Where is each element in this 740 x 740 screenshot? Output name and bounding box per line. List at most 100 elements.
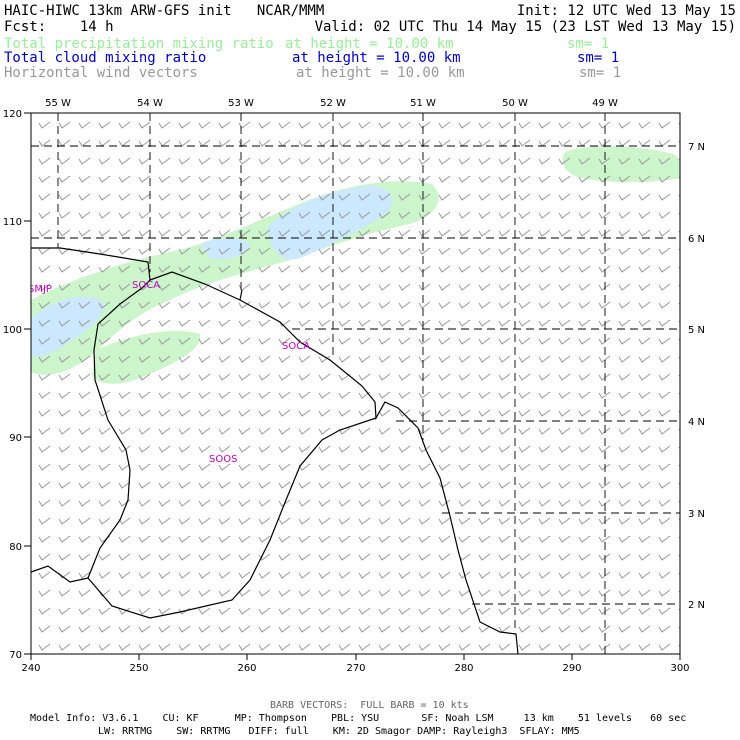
- wind-barb: [498, 481, 511, 489]
- wind-barb: [378, 157, 391, 165]
- wind-barb: [138, 463, 151, 471]
- wind-barb: [38, 643, 51, 651]
- wind-barb: [598, 445, 611, 453]
- wind-barb: [138, 391, 151, 399]
- wind-barb: [578, 409, 591, 417]
- wind-barb: [658, 139, 671, 147]
- wind-barb: [458, 283, 471, 291]
- wind-barb: [78, 445, 91, 453]
- wind-barb: [298, 517, 311, 525]
- wind-barb: [518, 301, 531, 309]
- wind-barb: [518, 139, 531, 147]
- wind-barb: [278, 445, 291, 453]
- y-tick-label: 120: [3, 109, 22, 120]
- wind-barb: [218, 643, 231, 651]
- wind-barb: [198, 373, 211, 381]
- wind-barb: [418, 121, 431, 129]
- wind-barb: [38, 553, 51, 561]
- wind-barb: [98, 283, 111, 291]
- wind-barb: [358, 211, 371, 219]
- wind-barb: [38, 571, 51, 579]
- model-info-line1: Model Info: V3.6.1 CU: KF MP: Thompson P…: [30, 713, 687, 724]
- wind-barb: [578, 175, 591, 183]
- x-tick-label: 290: [562, 663, 581, 674]
- wind-barb: [378, 607, 391, 615]
- wind-barb: [618, 355, 631, 363]
- wind-barb: [558, 337, 571, 345]
- lat-label: 7 N: [688, 142, 705, 153]
- wind-barb: [418, 211, 431, 219]
- wind-barb: [58, 283, 71, 291]
- y-axis: [24, 112, 31, 655]
- wind-barb: [218, 247, 231, 255]
- wind-barb: [438, 535, 451, 543]
- wind-barb: [498, 319, 511, 327]
- wind-barb: [38, 139, 51, 147]
- lon-label: 52 W: [320, 98, 346, 109]
- wind-barb: [558, 589, 571, 597]
- wind-barb: [98, 373, 111, 381]
- wind-barb: [258, 211, 271, 219]
- wind-barb: [38, 175, 51, 183]
- wind-barb: [578, 625, 591, 633]
- lat-label: 5 N: [688, 325, 705, 336]
- wind-barb: [578, 373, 591, 381]
- wind-barb: [158, 373, 171, 381]
- wind-barb: [418, 589, 431, 597]
- wind-barb: [518, 445, 531, 453]
- wind-barb: [598, 643, 611, 651]
- wind-barb: [398, 373, 411, 381]
- wind-barb: [658, 193, 671, 201]
- wind-barb: [98, 175, 111, 183]
- wind-barb: [98, 337, 111, 345]
- wind-barb: [78, 211, 91, 219]
- wind-barb: [638, 589, 651, 597]
- wind-barb: [418, 643, 431, 651]
- border-guiana-brazil: [87, 417, 377, 619]
- wind-barb: [58, 355, 71, 363]
- wind-barb: [538, 427, 551, 435]
- wind-barb: [498, 283, 511, 291]
- wind-barb: [478, 607, 491, 615]
- wind-barb: [38, 499, 51, 507]
- wind-barb: [558, 319, 571, 327]
- wind-barb: [38, 121, 51, 129]
- wind-barb: [578, 337, 591, 345]
- wind-barb: [498, 445, 511, 453]
- station-smjp: SMJP: [28, 284, 52, 295]
- lat-label: 2 N: [688, 600, 705, 611]
- wind-barb: [38, 319, 51, 327]
- wind-barb: [238, 643, 251, 651]
- wind-barb: [318, 211, 331, 219]
- wind-barb: [378, 301, 391, 309]
- wind-barb: [298, 175, 311, 183]
- wind-barb: [638, 139, 651, 147]
- wind-barb: [298, 121, 311, 129]
- wind-barb: [638, 319, 651, 327]
- wind-barb: [678, 266, 680, 270]
- wind-barb: [58, 175, 71, 183]
- wind-barb: [438, 499, 451, 507]
- wind-barb: [318, 535, 331, 543]
- wind-barb: [518, 571, 531, 579]
- wind-barb: [638, 625, 651, 633]
- wind-barb: [318, 463, 331, 471]
- wind-barb: [378, 391, 391, 399]
- wind-barb: [478, 121, 491, 129]
- y-tick-label: 80: [9, 542, 22, 553]
- wind-barb: [198, 175, 211, 183]
- wind-barb: [578, 589, 591, 597]
- coast-suriname-guiana: [149, 271, 519, 654]
- wind-barb: [58, 193, 71, 201]
- cloud-band-main: [268, 186, 392, 260]
- wind-barb: [258, 445, 271, 453]
- wind-barb: [38, 409, 51, 417]
- wind-barb: [338, 265, 351, 273]
- wind-barb: [298, 571, 311, 579]
- wind-barb: [618, 481, 631, 489]
- lat-label: 3 N: [688, 509, 705, 520]
- wind-barb: [598, 139, 611, 147]
- wind-barb: [418, 427, 431, 435]
- wind-barb: [518, 265, 531, 273]
- wind-barb: [138, 121, 151, 129]
